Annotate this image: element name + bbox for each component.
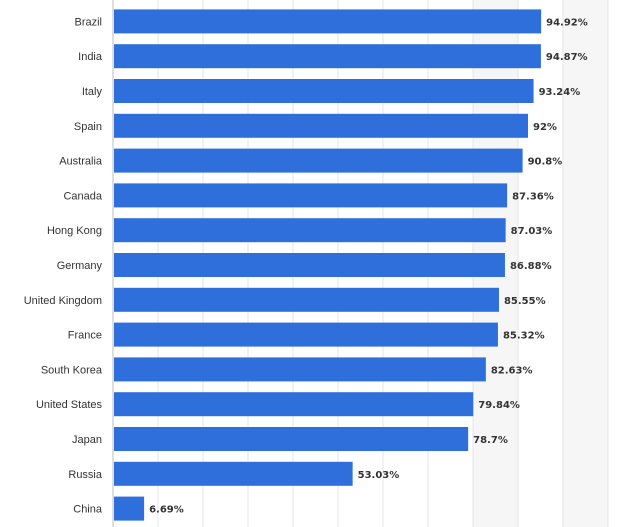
category-label: United Kingdom xyxy=(24,295,102,307)
value-label: 87.36% xyxy=(512,191,554,202)
bar-russia[interactable] xyxy=(114,461,353,486)
category-label: United States xyxy=(36,399,103,411)
bar-italy[interactable] xyxy=(114,79,534,103)
bars xyxy=(114,9,542,521)
value-label: 6.69% xyxy=(149,505,184,516)
bar-australia[interactable] xyxy=(114,148,523,173)
value-label: 92% xyxy=(533,122,557,133)
value-label: 93.24% xyxy=(539,87,581,98)
bar-south-korea[interactable] xyxy=(114,357,486,382)
bar-france[interactable] xyxy=(114,322,498,347)
bar-japan[interactable] xyxy=(114,427,469,451)
category-label: Australia xyxy=(59,156,103,168)
category-label: Italy xyxy=(82,86,103,98)
value-label: 87.03% xyxy=(511,226,553,237)
category-label: Spain xyxy=(74,121,102,133)
background-band xyxy=(563,0,608,527)
category-label: Hong Kong xyxy=(47,225,102,237)
bar-germany[interactable] xyxy=(114,253,505,277)
category-label: China xyxy=(73,504,103,516)
value-label: 85.55% xyxy=(504,296,546,307)
value-label: 78.7% xyxy=(473,435,508,446)
value-label: 86.88% xyxy=(510,261,552,272)
bar-china[interactable] xyxy=(114,496,145,521)
value-label: 90.8% xyxy=(528,157,563,168)
category-label: India xyxy=(78,51,103,63)
category-label: Brazil xyxy=(74,16,102,28)
category-label: Germany xyxy=(57,260,103,272)
bar-spain[interactable] xyxy=(114,113,528,138)
value-label: 79.84% xyxy=(478,400,520,411)
bar-canada[interactable] xyxy=(114,183,508,208)
bar-united-kingdom[interactable] xyxy=(114,287,499,312)
category-label: Canada xyxy=(63,190,102,202)
value-label: 53.03% xyxy=(358,470,400,481)
value-label: 94.92% xyxy=(546,17,588,28)
value-labels: 94.92% 94.87% 93.24% 92% 90.8% 87.36% 87.03% 86… xyxy=(149,17,588,515)
value-label: 85.32% xyxy=(503,331,545,342)
category-label: France xyxy=(68,330,102,342)
category-labels: Brazil India Italy Spain Australia Canada Hong… xyxy=(24,16,103,515)
bar-united-states[interactable] xyxy=(114,392,474,417)
bar-india[interactable] xyxy=(114,44,541,69)
category-label: Japan xyxy=(72,434,102,446)
value-label: 82.63% xyxy=(491,365,533,376)
category-label: Russia xyxy=(68,469,103,481)
bar-brazil[interactable] xyxy=(114,9,542,34)
value-label: 94.87% xyxy=(546,52,588,63)
category-label: South Korea xyxy=(41,364,103,376)
bar-hong-kong[interactable] xyxy=(114,218,506,243)
